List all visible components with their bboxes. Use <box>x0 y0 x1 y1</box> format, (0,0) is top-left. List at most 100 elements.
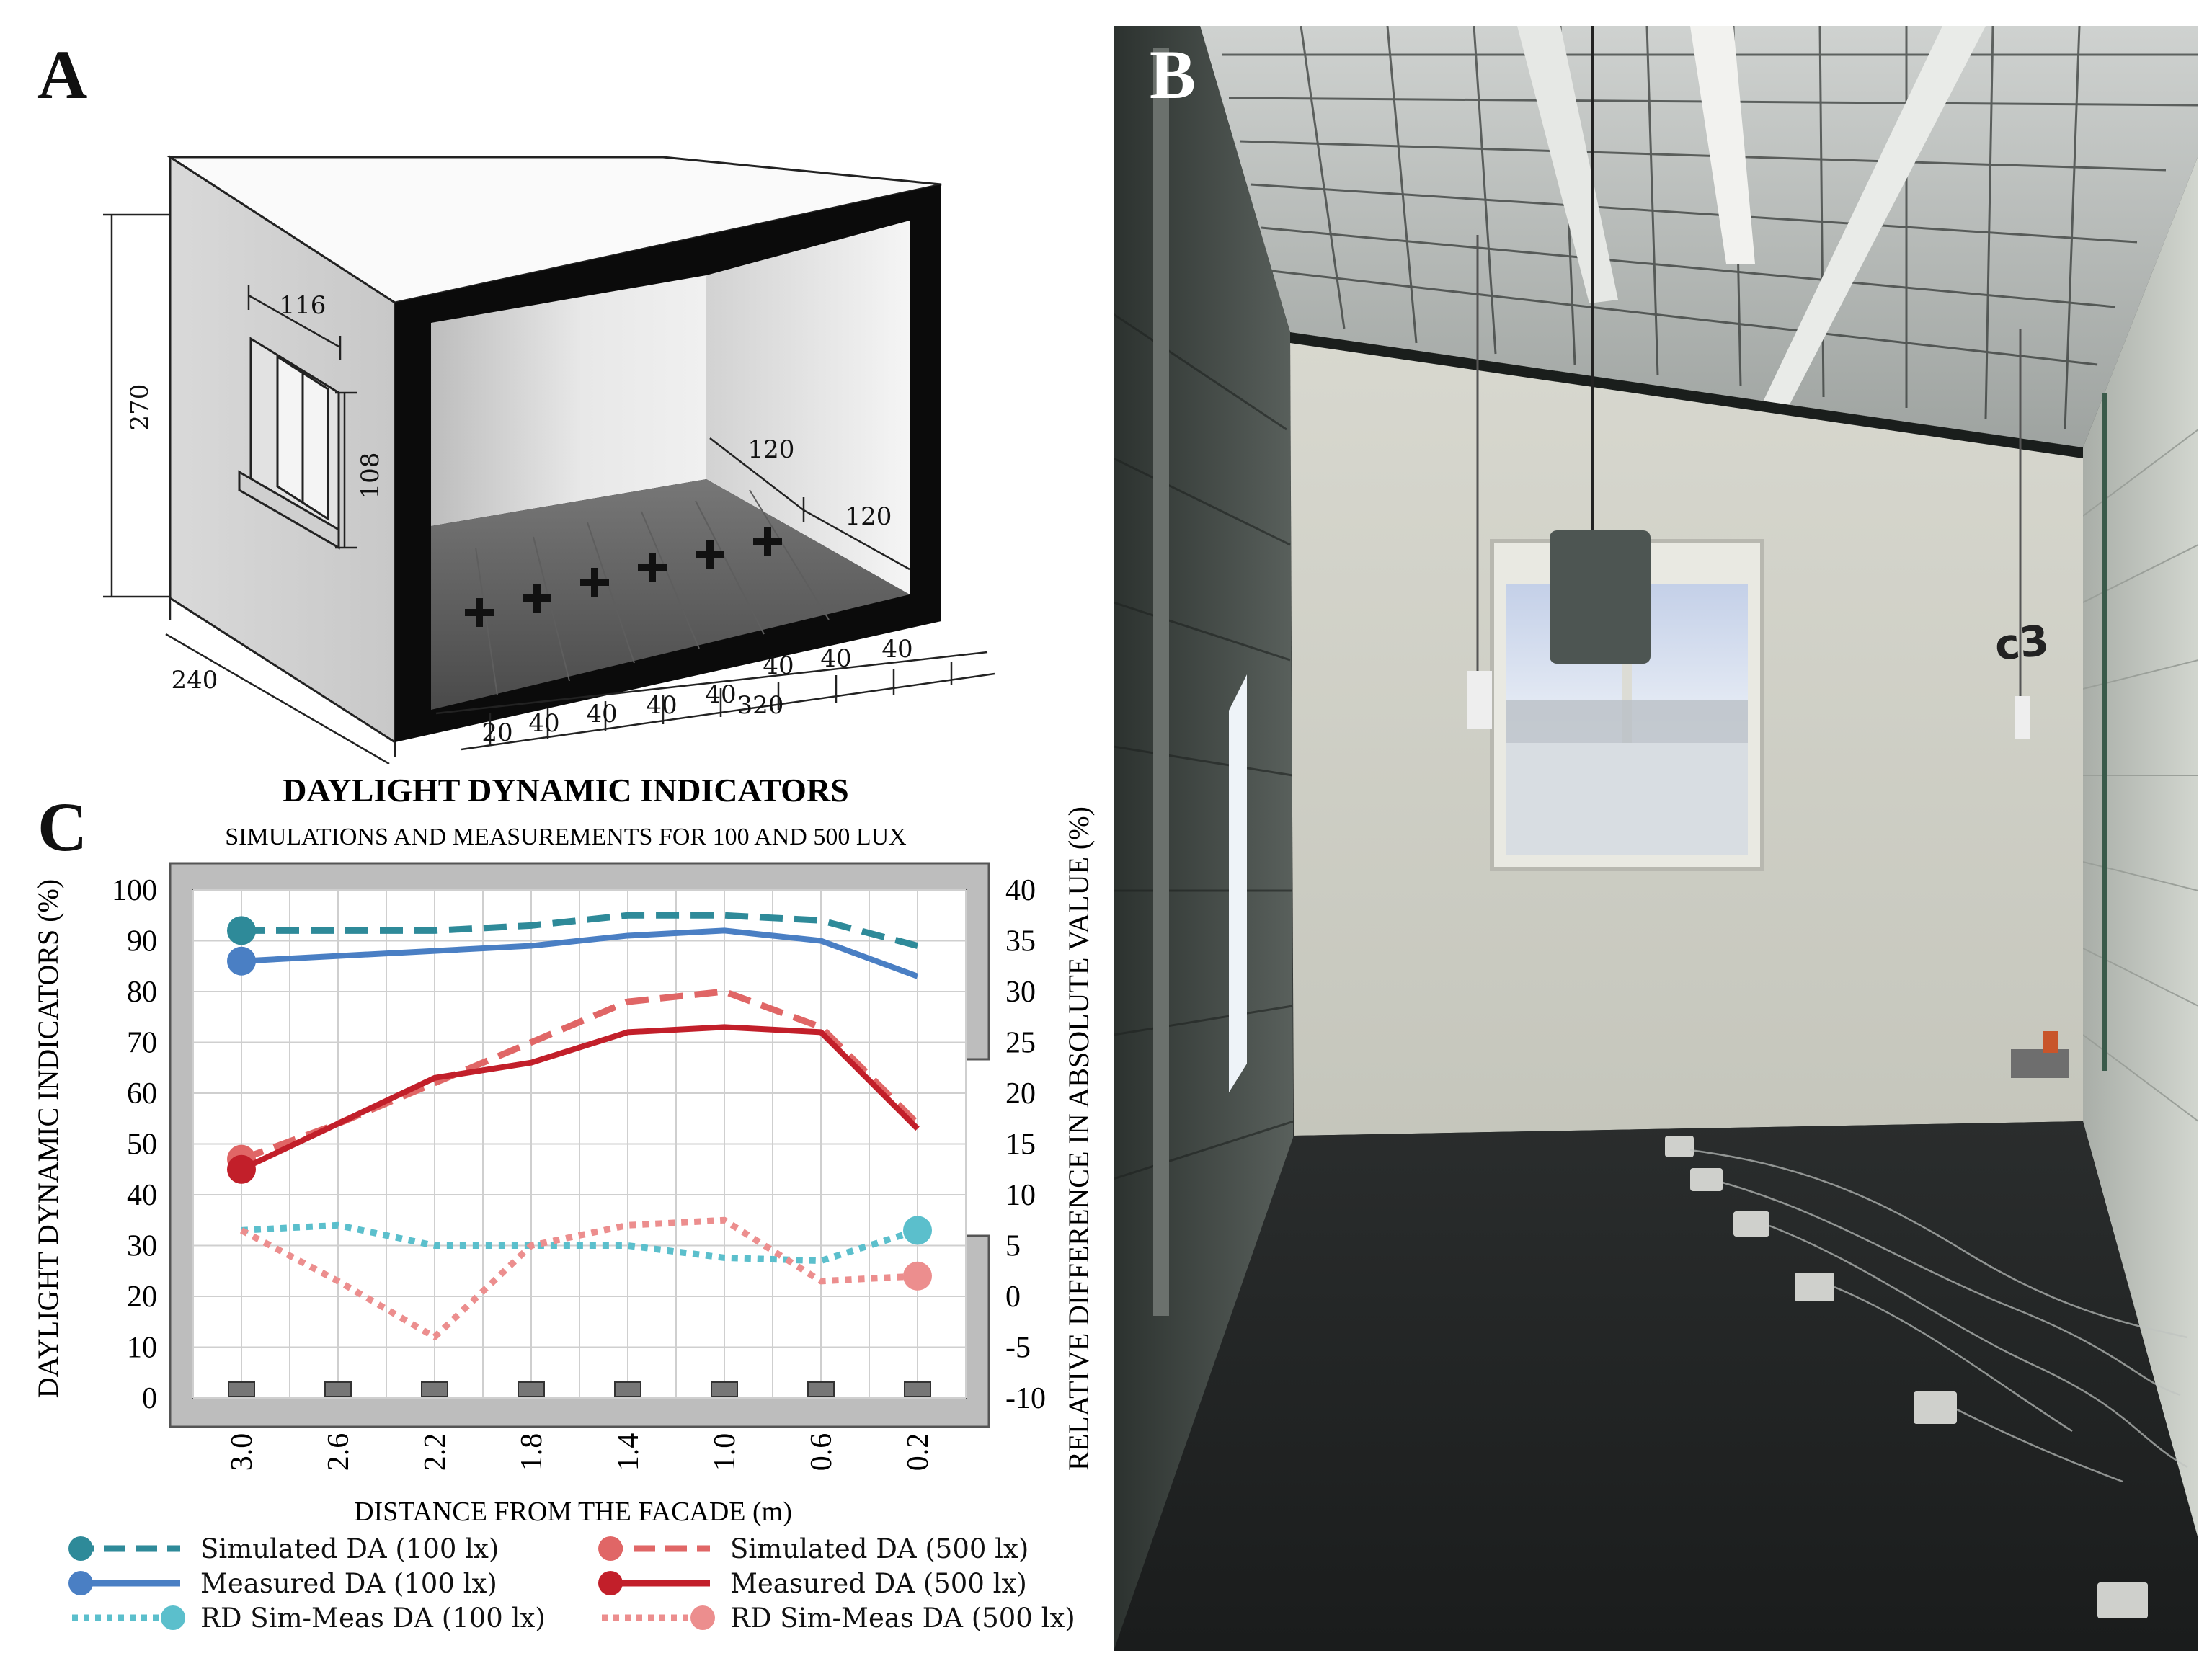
sensor-symbol <box>421 1381 448 1397</box>
room-axonometric-drawing: 270 240 116 108 120 120 20 40 40 40 40 4… <box>103 155 995 765</box>
panel-c-letter: C <box>37 788 88 865</box>
wall-sensor <box>2015 696 2030 739</box>
y2-tick-label: 10 <box>1005 1179 1036 1212</box>
x-tick-label: 1.8 <box>515 1433 548 1471</box>
dim-inner-side-label: 120 <box>748 435 795 464</box>
series-marker <box>227 1154 256 1184</box>
y2-tick-label: -10 <box>1005 1382 1046 1415</box>
floor-cables <box>1689 1149 2188 1483</box>
sensor-symbol <box>904 1381 931 1397</box>
right-wall <box>2083 156 2198 1539</box>
legend-label: Simulated DA (100 lx) <box>200 1533 499 1564</box>
y-tick-label: 40 <box>127 1179 157 1212</box>
room-label: c3 <box>1992 615 2051 669</box>
legend-item: RD Sim-Meas DA (100 lx) <box>65 1600 546 1635</box>
dim-depth-label: 240 <box>172 666 218 695</box>
panel-b-photo: c3 B <box>1114 26 2198 1651</box>
series-lines <box>227 912 932 1340</box>
series-marker <box>903 1261 932 1291</box>
sensor-symbol <box>807 1381 835 1397</box>
dim-total-label: 320 <box>737 691 784 720</box>
y-tick-label: 70 <box>127 1027 157 1060</box>
legend-item: RD Sim-Meas DA (500 lx) <box>595 1600 1075 1635</box>
floor-grid-lines <box>475 489 830 696</box>
wall-sensor <box>1467 671 1492 729</box>
y2-tick-label: 20 <box>1005 1077 1036 1110</box>
y-tick-label: 100 <box>112 874 157 907</box>
y2-tick-label: -5 <box>1005 1332 1031 1365</box>
y-tick-label: 10 <box>127 1332 157 1365</box>
pipe-fitting <box>2011 1049 2069 1078</box>
legend-label: Measured DA (500 lx) <box>730 1567 1027 1599</box>
window-opening <box>238 337 340 550</box>
dim-spacing-label: 40 <box>763 651 794 680</box>
dim-window-height-label: 108 <box>356 453 385 499</box>
x-tick-label: 0.6 <box>805 1433 838 1471</box>
dim-spacing-label: 40 <box>646 691 677 720</box>
ceiling-beam <box>1690 26 1755 264</box>
y2-tick-label: 30 <box>1005 976 1036 1009</box>
y-tick-label: 90 <box>127 925 157 958</box>
dim-spacing-label: 40 <box>881 635 912 664</box>
series-line <box>241 927 919 979</box>
series-line <box>241 1221 919 1265</box>
y-tick-label: 50 <box>127 1128 157 1162</box>
series-marker <box>227 946 256 976</box>
y-tick-label: 30 <box>127 1230 157 1263</box>
y-axis-ticks: 0 10 20 30 40 50 60 70 80 90 100 <box>112 874 157 1415</box>
outside-buildings <box>1506 700 1748 743</box>
x-tick-label: 1.4 <box>612 1433 645 1471</box>
back-wall-top-edge <box>1290 332 2083 458</box>
series-line <box>239 1216 918 1340</box>
dim-window-width-label: 116 <box>280 291 327 320</box>
y2-tick-label: 25 <box>1005 1027 1036 1060</box>
dim-spacing-label: 40 <box>705 680 736 709</box>
legend-item: Simulated DA (500 lx) <box>595 1531 1029 1566</box>
y2-tick-label: 15 <box>1005 1128 1036 1162</box>
x-tick-label: 3.0 <box>226 1433 259 1471</box>
y-tick-label: 0 <box>142 1382 157 1415</box>
chart-subtitle: SIMULATIONS AND MEASUREMENTS FOR 100 AND… <box>225 824 906 850</box>
x-tick-label: 0.2 <box>902 1433 935 1471</box>
y2-tick-label: 0 <box>1005 1281 1021 1314</box>
y-tick-label: 80 <box>127 976 157 1009</box>
legend-item: Simulated DA (100 lx) <box>65 1531 499 1566</box>
dimension-lines <box>103 213 995 765</box>
window-reflection <box>1229 674 1247 1092</box>
conduit-pipe <box>1153 48 1169 1316</box>
dim-spacing-label: 20 <box>481 718 512 747</box>
inner-floor <box>431 479 910 710</box>
sensor-symbol <box>711 1381 738 1397</box>
panel-c: C DAYLIGHT DYNAMIC INDICATORS SIMULATION… <box>0 764 1110 1676</box>
panel-b-letter: B <box>1150 36 1196 113</box>
y-tick-label: 20 <box>127 1281 157 1314</box>
inner-side-wall <box>706 221 910 594</box>
x-tick-label: 2.6 <box>322 1433 355 1471</box>
dim-height-label: 270 <box>125 384 154 431</box>
sensor-symbol <box>324 1381 352 1397</box>
outside-ground <box>1506 743 1748 855</box>
left-wall-panel-lines <box>1114 313 1294 1180</box>
y2-axis-ticks: -10 -5 0 5 10 15 20 25 30 35 40 <box>1005 874 1046 1415</box>
sensor-symbol <box>518 1381 545 1397</box>
floor-sensors <box>1665 1136 2148 1618</box>
panel-a: A <box>0 0 1081 765</box>
dim-spacing-label: 40 <box>586 700 617 729</box>
dimension-labels: 270 240 116 108 120 120 20 40 40 40 40 4… <box>125 291 913 747</box>
dim-inner-back-label: 120 <box>845 502 892 531</box>
y-tick-label: 60 <box>127 1077 157 1110</box>
right-wall-panel-lines <box>2082 429 2198 1122</box>
x-axis-label: DISTANCE FROM THE FACADE (m) <box>354 1497 792 1527</box>
chart-legend: Simulated DA (100 lx) Measured DA (100 l… <box>65 1531 1110 1647</box>
sensor-symbol <box>614 1381 641 1397</box>
daylight-chart: DAYLIGHT DYNAMIC INDICATORS SIMULATIONS … <box>32 772 1095 1527</box>
chart-grid <box>192 889 967 1399</box>
legend-item: Measured DA (500 lx) <box>595 1566 1027 1600</box>
chart-title: DAYLIGHT DYNAMIC INDICATORS <box>283 772 849 809</box>
dim-spacing-label: 40 <box>820 644 851 673</box>
x-axis-ticks: 3.0 2.6 2.2 1.8 1.4 1.0 0.6 0.2 <box>226 1433 935 1471</box>
legend-label: Measured DA (100 lx) <box>200 1567 497 1599</box>
series-marker <box>227 916 256 945</box>
sensor-symbols <box>228 1381 931 1397</box>
series-marker <box>903 1216 932 1245</box>
